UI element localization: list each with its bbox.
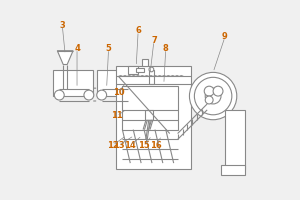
Bar <box>97 70 132 96</box>
Text: 3: 3 <box>59 21 65 30</box>
Circle shape <box>84 90 94 100</box>
Circle shape <box>204 86 214 96</box>
Circle shape <box>123 90 133 100</box>
Text: 12: 12 <box>107 141 118 150</box>
Text: 16: 16 <box>150 141 162 150</box>
Bar <box>116 66 191 169</box>
Text: 6: 6 <box>135 26 141 35</box>
Text: 15: 15 <box>138 141 150 150</box>
Bar <box>149 70 154 84</box>
Circle shape <box>205 96 213 104</box>
Bar <box>225 110 245 169</box>
Text: 5: 5 <box>106 44 112 53</box>
Bar <box>53 70 93 96</box>
Polygon shape <box>57 51 73 64</box>
Bar <box>136 68 144 72</box>
Bar <box>221 165 245 175</box>
Bar <box>122 86 178 130</box>
Circle shape <box>194 77 232 115</box>
Circle shape <box>213 86 223 96</box>
Bar <box>128 66 138 74</box>
Circle shape <box>149 67 154 72</box>
Text: 7: 7 <box>151 36 157 45</box>
Circle shape <box>205 88 221 104</box>
Text: 14: 14 <box>124 141 136 150</box>
Text: 9: 9 <box>222 32 228 41</box>
Circle shape <box>189 72 237 120</box>
Text: 4: 4 <box>74 44 80 53</box>
Bar <box>142 59 148 66</box>
Text: 10: 10 <box>112 88 124 97</box>
Circle shape <box>54 90 64 100</box>
Text: 8: 8 <box>163 44 169 53</box>
Bar <box>145 110 153 120</box>
Circle shape <box>97 90 106 100</box>
Text: 11: 11 <box>111 111 122 120</box>
Text: 13: 13 <box>112 141 124 150</box>
